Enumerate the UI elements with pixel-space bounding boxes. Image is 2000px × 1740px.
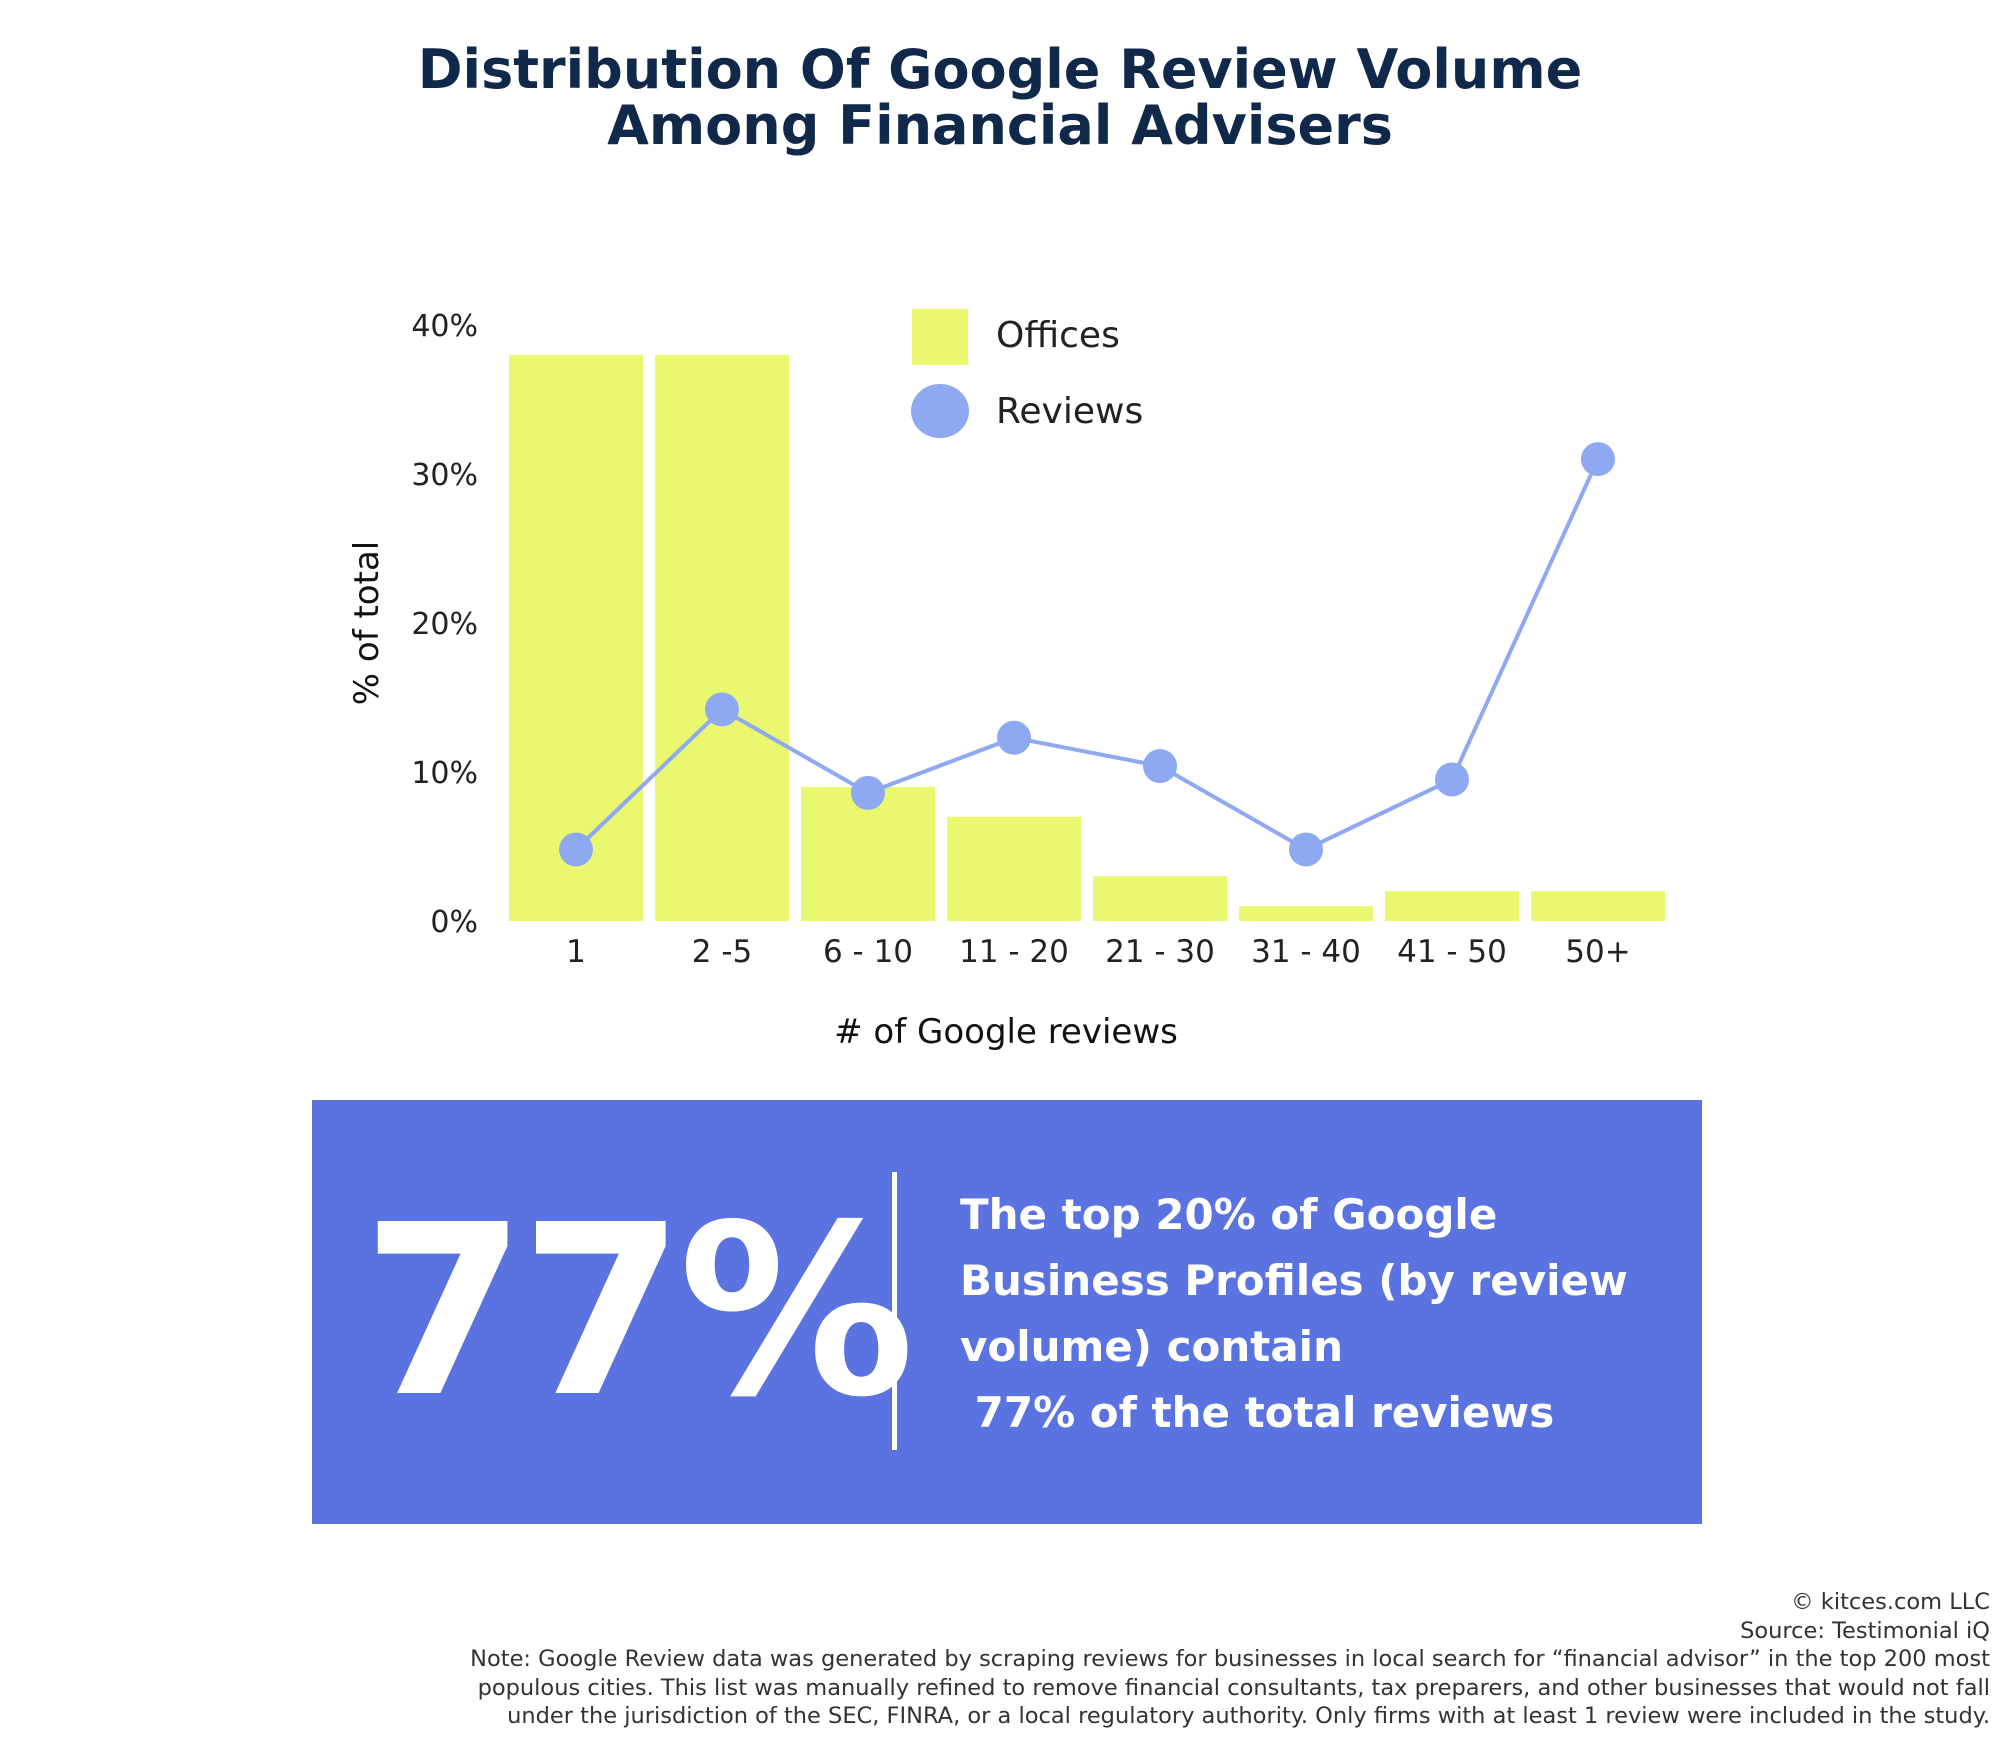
callout-line-4: 77% of the total reviews bbox=[960, 1388, 1555, 1437]
chart-title: Distribution Of Google Review Volume Amo… bbox=[0, 42, 2000, 154]
legend-reviews-label: Reviews bbox=[996, 391, 1143, 432]
y-tick-label: 30% bbox=[411, 458, 478, 493]
callout-line-3: volume) contain bbox=[960, 1322, 1343, 1371]
reviews-point bbox=[1289, 832, 1323, 867]
bar-offices bbox=[947, 816, 1081, 921]
bar-offices bbox=[1239, 906, 1373, 921]
callout-text: The top 20% of Google Business Profiles … bbox=[960, 1182, 1660, 1446]
x-tick-label: 1 bbox=[566, 934, 586, 970]
callout-divider bbox=[892, 1172, 897, 1450]
x-tick-label: 41 - 50 bbox=[1397, 934, 1507, 970]
x-tick-label: 21 - 30 bbox=[1105, 934, 1215, 970]
callout-line-1: The top 20% of Google bbox=[960, 1190, 1498, 1239]
legend-offices-label: Offices bbox=[996, 315, 1120, 356]
bar-offices bbox=[655, 354, 789, 921]
source: Source: Testimonial iQ bbox=[1740, 1617, 1990, 1644]
bar-offices bbox=[1093, 876, 1227, 921]
bar-offices bbox=[509, 354, 643, 921]
x-axis-label: # of Google reviews bbox=[834, 1012, 1178, 1052]
y-tick-label: 10% bbox=[411, 756, 478, 791]
note-line-3: under the jurisdiction of the SEC, FINRA… bbox=[507, 1703, 1990, 1729]
bar-line-chart: 0% 10% 20% 30% 40% 1 2 -5 6 - 10 11 - 20 21 - 30 3… bbox=[347, 309, 1665, 1052]
y-axis-label: % of total bbox=[347, 541, 387, 705]
bar-offices bbox=[1385, 891, 1519, 921]
y-tick-label: 40% bbox=[411, 309, 478, 344]
x-tick-label: 31 - 40 bbox=[1251, 934, 1361, 970]
note-line-2: populous cities. This list was manually … bbox=[477, 1674, 1990, 1701]
footer: © kitces.com LLC Source: Testimonial iQ … bbox=[350, 1588, 1990, 1731]
reviews-point bbox=[705, 692, 739, 727]
legend-offices-swatch bbox=[912, 309, 968, 365]
reviews-point bbox=[1435, 762, 1469, 797]
y-tick-label: 20% bbox=[411, 607, 478, 642]
y-tick-label: 0% bbox=[430, 905, 478, 940]
x-tick-label: 11 - 20 bbox=[959, 934, 1069, 970]
reviews-point bbox=[559, 832, 593, 867]
big-stat: 77% bbox=[362, 1174, 915, 1449]
reviews-line bbox=[574, 458, 1600, 852]
reviews-point bbox=[851, 775, 885, 810]
note-line-1: Note: Google Review data was generated b… bbox=[470, 1646, 1990, 1672]
reviews-point bbox=[997, 720, 1031, 755]
bar-offices bbox=[1531, 891, 1665, 921]
title-line-2: Among Financial Advisers bbox=[607, 94, 1393, 157]
reviews-point bbox=[1581, 442, 1615, 477]
x-tick-label: 2 -5 bbox=[692, 934, 753, 970]
title-line-1: Distribution Of Google Review Volume bbox=[417, 38, 1583, 101]
legend-reviews-swatch bbox=[911, 384, 969, 438]
x-tick-label: 50+ bbox=[1565, 934, 1630, 970]
callout-box: 77% The top 20% of Google Business Profi… bbox=[312, 1100, 1702, 1524]
callout-line-2: Business Profiles (by review bbox=[960, 1256, 1628, 1305]
x-tick-label: 6 - 10 bbox=[823, 934, 913, 970]
reviews-point bbox=[1143, 749, 1177, 784]
copyright: © kitces.com LLC bbox=[1791, 1589, 1990, 1615]
